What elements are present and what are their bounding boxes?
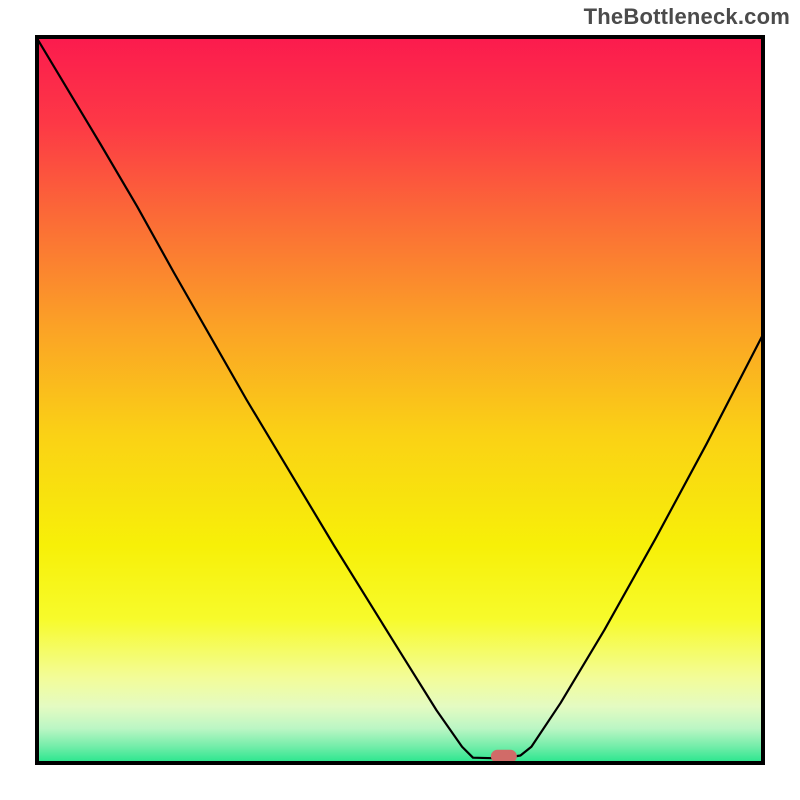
plot-area [35,35,765,765]
bottleneck-curve [35,35,765,765]
target-marker [491,750,517,762]
curve-polyline [35,35,765,758]
watermark-text: TheBottleneck.com [584,4,790,30]
canvas: TheBottleneck.com [0,0,800,800]
